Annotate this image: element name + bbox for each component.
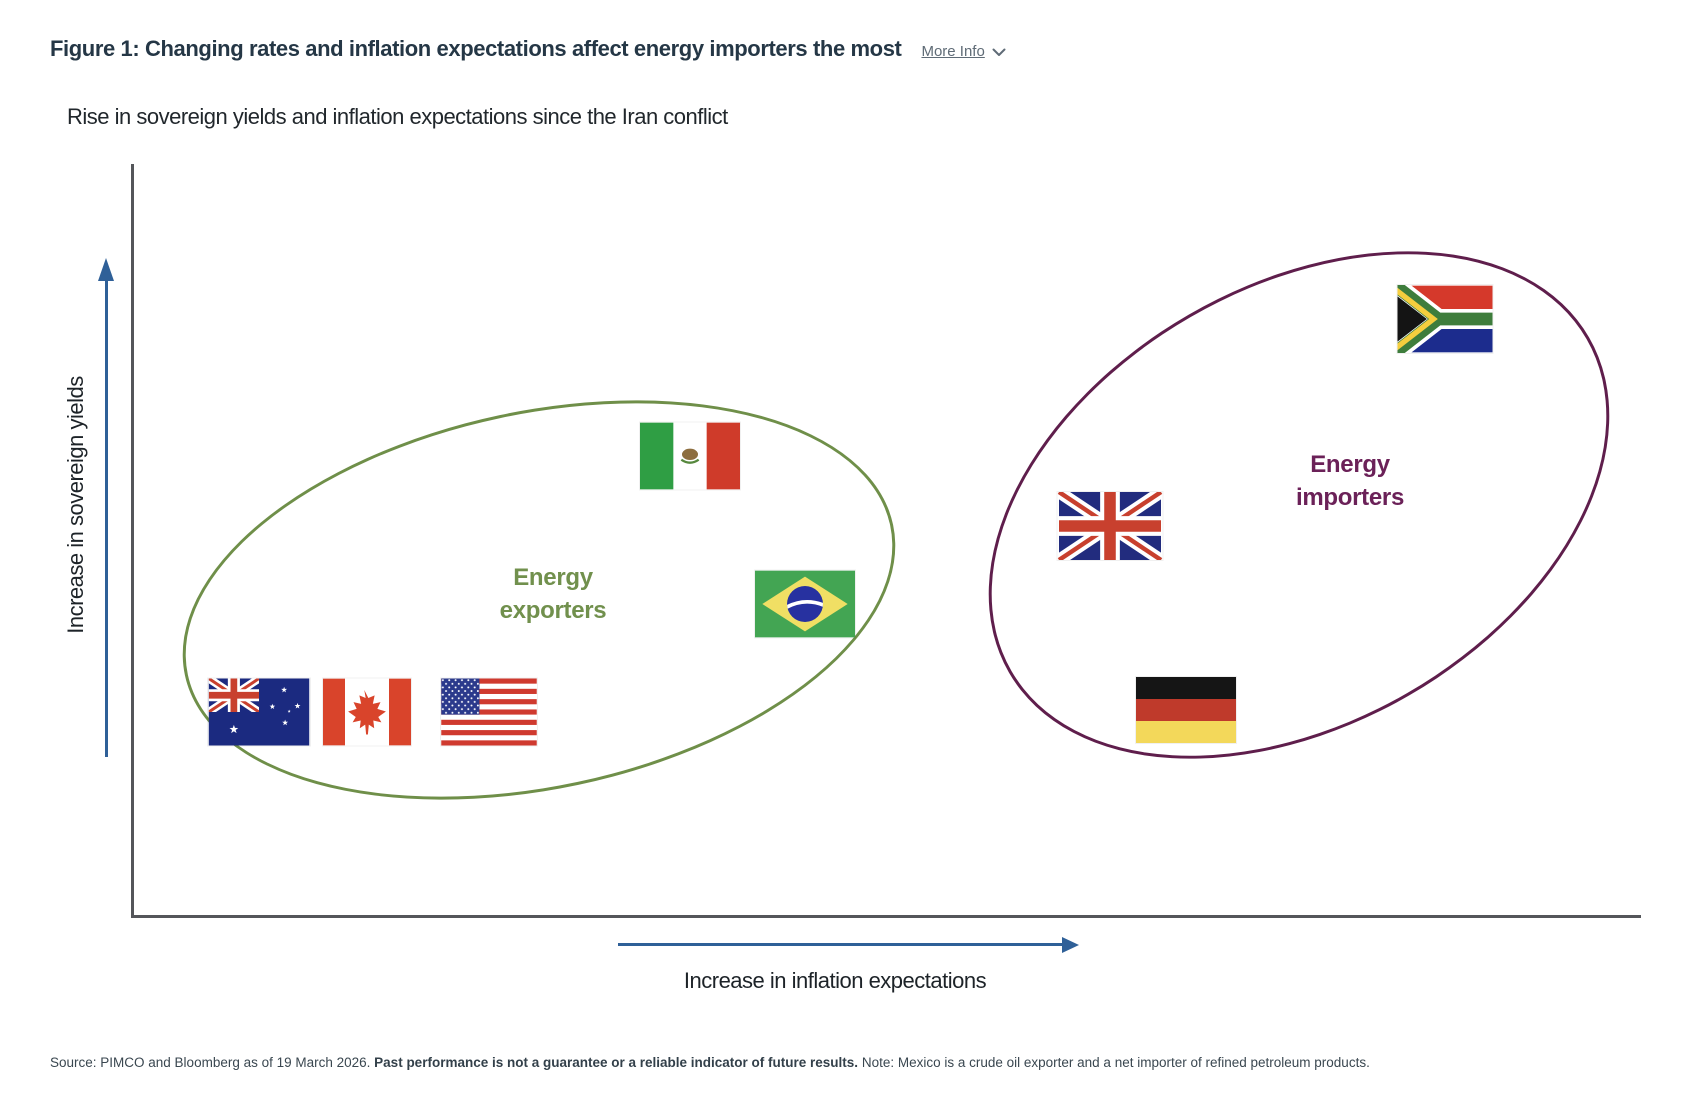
mexico-flag-icon [639,421,741,491]
x-axis-label: Increase in inflation expectations [683,968,987,993]
more-info-label: More Info [921,43,985,60]
australia-flag-icon [207,677,311,747]
disclaimer-text: Past performance is not a guarantee or a… [374,1055,859,1070]
y-axis-arrow [105,280,108,757]
brazil-flag-icon [754,569,856,639]
x-axis-arrow-head-icon [1062,937,1079,953]
y-axis-label: Increase in sovereign yields [63,376,88,634]
plot-area [131,164,1641,918]
south-africa-flag-icon [1396,284,1494,354]
source-note: Source: PIMCO and Bloomberg as of 19 Mar… [50,1055,1630,1070]
importers-label-line2: importers [1296,484,1404,511]
chevron-down-icon [992,48,1006,56]
canada-flag-icon [322,677,412,747]
x-axis-arrow [618,943,1063,946]
exporters-label: Energy exporters [500,561,607,627]
exporters-label-line2: exporters [499,597,607,624]
usa-flag-icon [440,677,538,747]
note-text: Note: Mexico is a crude oil exporter and… [858,1055,1370,1070]
exporters-label-line1: Energy [513,564,593,591]
importers-label: Energy importers [1296,448,1404,514]
uk-flag-icon [1056,491,1164,561]
more-info-link[interactable]: More Info [921,43,1006,60]
chart-subtitle: Rise in sovereign yields and inflation e… [67,104,728,129]
header-row: Figure 1: Changing rates and inflation e… [50,36,1006,62]
figure-title: Figure 1: Changing rates and inflation e… [50,36,902,61]
source-text: Source: PIMCO and Bloomberg as of 19 Mar… [50,1055,375,1070]
y-axis-arrow-head-icon [98,258,114,281]
germany-flag-icon [1135,676,1237,744]
importers-label-line1: Energy [1310,451,1390,478]
